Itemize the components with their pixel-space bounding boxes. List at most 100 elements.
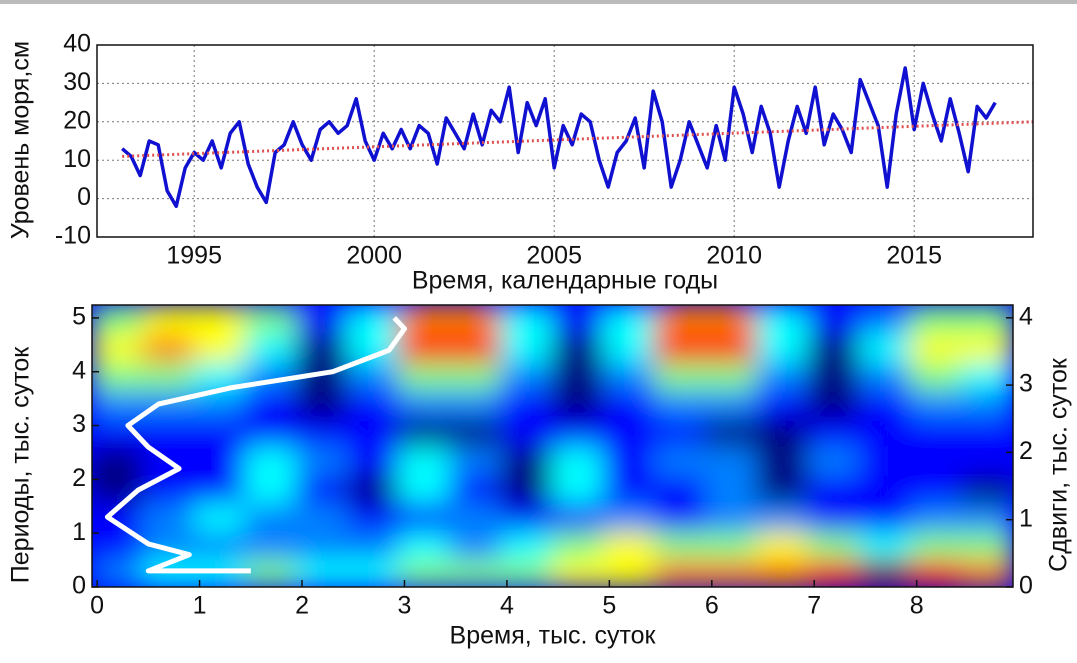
heatmap-cell (551, 529, 605, 560)
y-tick-label: 2 (72, 464, 86, 492)
heatmap-cell (551, 305, 605, 335)
heatmap-cell (500, 416, 554, 447)
x-tick-label: 2005 (526, 242, 582, 270)
heatmap-cell (858, 529, 912, 560)
heatmap-cell (449, 388, 503, 419)
heatmap-cell (807, 416, 861, 447)
heatmap-cell (602, 501, 656, 532)
heatmap-cell (346, 445, 400, 476)
heatmap-cell (909, 529, 963, 560)
heatmap-cell (756, 501, 810, 532)
heatmap (92, 305, 1013, 587)
heatmap-cell (705, 388, 759, 419)
heatmap-cell (92, 305, 145, 335)
heatmap-cell (705, 416, 759, 447)
heatmap-cell (295, 332, 349, 363)
y2-tick-label: 2 (1019, 437, 1033, 465)
heatmap-cell (500, 332, 554, 363)
heatmap-cell (449, 445, 503, 476)
x-tick-label: 2010 (706, 242, 762, 270)
heatmap-cell (858, 501, 912, 532)
heatmap-cell (398, 388, 452, 419)
heatmap-cell (142, 332, 196, 363)
line-series (121, 66, 997, 209)
heatmap-cell (398, 445, 452, 476)
heatmap-cell (909, 557, 963, 587)
heatmap-cell (960, 501, 1013, 532)
heatmap-cell (909, 305, 963, 335)
heatmap-cell (244, 557, 298, 587)
heatmap-cell (295, 501, 349, 532)
heatmap-cell (756, 416, 810, 447)
heatmap-cell (960, 529, 1013, 560)
heatmap-cell (602, 473, 656, 504)
heatmap-cell (960, 305, 1013, 335)
x-tick-label: 7 (807, 592, 821, 620)
heatmap-cell (807, 557, 861, 587)
heatmap-cell (244, 529, 298, 560)
y-tick-label: 0 (72, 572, 86, 600)
heatmap-cell (705, 501, 759, 532)
heatmap-cell (398, 416, 452, 447)
heatmap-cell (653, 529, 707, 560)
x-tick-label: 8 (910, 592, 924, 620)
heatmap-cell (858, 445, 912, 476)
heatmap-cell (756, 332, 810, 363)
heatmap-cell (244, 445, 298, 476)
heatmap-cell (346, 557, 400, 587)
heatmap-cell (244, 416, 298, 447)
plot-frame (96, 44, 1034, 238)
heatmap-cell (807, 473, 861, 504)
heatmap-cells (92, 305, 1013, 587)
heatmap-cell (602, 557, 656, 587)
heatmap-cell (807, 332, 861, 363)
heatmap-cell (500, 529, 554, 560)
heatmap-cell (449, 557, 503, 587)
heatmap-cell (756, 388, 810, 419)
heatmap-cell (551, 501, 605, 532)
y-tick-label: 30 (63, 68, 91, 96)
heatmap-cell (92, 557, 145, 587)
x-tick-label: 1 (193, 592, 207, 620)
heatmap-cell (295, 388, 349, 419)
y-tick-label: 1 (72, 518, 86, 546)
heatmap-cell (346, 416, 400, 447)
heatmap-cell (398, 557, 452, 587)
heatmap-cell (142, 473, 196, 504)
heatmap-cell (705, 473, 759, 504)
heatmap-cell (193, 332, 247, 363)
heatmap-cell (551, 473, 605, 504)
x-tick-label: 2015 (886, 242, 942, 270)
heatmap-cell (193, 529, 247, 560)
y2-tick-label: 3 (1019, 370, 1033, 398)
heatmap-cell (653, 360, 707, 391)
heatmap-cell (142, 305, 196, 335)
heatmap-cell (500, 501, 554, 532)
heatmap-cell (449, 529, 503, 560)
heatmap-cell (449, 332, 503, 363)
heatmap-cell (602, 332, 656, 363)
heatmap-cell (909, 388, 963, 419)
heatmap-cell (705, 332, 759, 363)
y-tick-label: 3 (72, 410, 86, 438)
y2-axis-label: Сдвиги, тыс. суток (1045, 357, 1073, 572)
heatmap-cell (244, 501, 298, 532)
heatmap-cell (551, 332, 605, 363)
heatmap-cell (244, 388, 298, 419)
heatmap-cell (92, 473, 145, 504)
heatmap-cell (500, 557, 554, 587)
heatmap-cell (500, 445, 554, 476)
heatmap-cell (653, 305, 707, 335)
y-tick-label: 0 (77, 183, 91, 211)
heatmap-cell (295, 445, 349, 476)
y-tick-label: 40 (63, 30, 91, 58)
heatmap-cell (602, 529, 656, 560)
heatmap-cell (705, 557, 759, 587)
heatmap-cell (449, 305, 503, 335)
y-tick-label: 20 (63, 106, 91, 134)
heatmap-cell (858, 473, 912, 504)
heatmap-cell (960, 360, 1013, 391)
heatmap-cell (449, 501, 503, 532)
